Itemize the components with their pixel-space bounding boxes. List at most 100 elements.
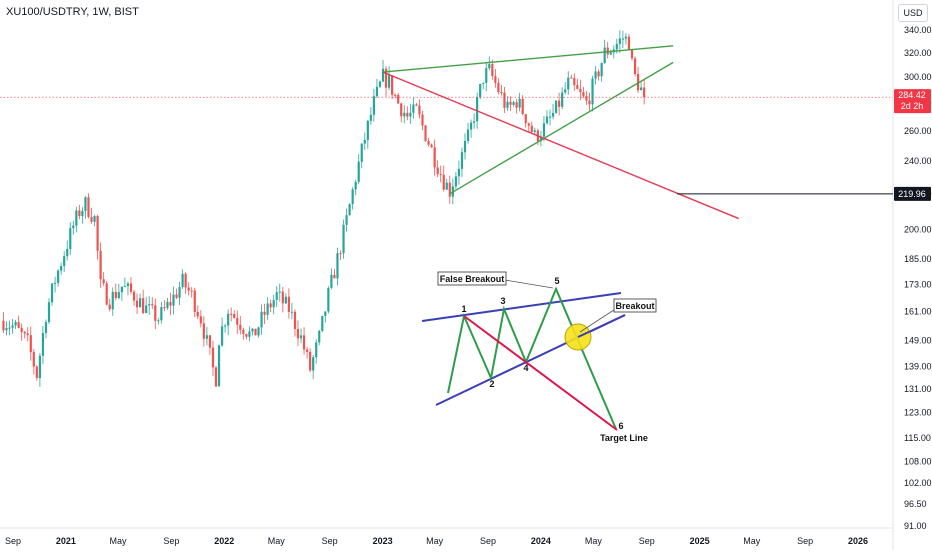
candle-body	[427, 141, 430, 145]
inset-target-line	[463, 315, 618, 431]
candle-body	[518, 98, 521, 108]
false-breakout-label: False Breakout	[440, 274, 505, 284]
price-axis[interactable]: 340.00320.00300.00280.00260.00240.00220.…	[904, 25, 932, 531]
candle-body	[515, 102, 518, 108]
candle-body	[533, 130, 536, 132]
currency-button[interactable]: USD	[898, 4, 928, 22]
candle-body	[257, 327, 260, 336]
candle-body	[47, 302, 51, 323]
candle-body	[342, 224, 345, 254]
price-tick-label: 115.00	[904, 433, 931, 443]
time-axis[interactable]: Sep 2021 May Sep 2022 May Sep 2023 May Sep 2024 May…	[5, 536, 868, 546]
candle-body	[503, 92, 506, 108]
candle-body	[530, 125, 533, 132]
candle-body	[482, 82, 485, 84]
candle-body	[479, 83, 482, 98]
candle-body	[315, 342, 318, 358]
candle-body	[579, 88, 582, 93]
candle-body	[20, 327, 23, 333]
candle-body	[75, 210, 78, 226]
candle-body	[494, 76, 497, 83]
candle-body	[512, 102, 515, 105]
candle-body	[114, 291, 117, 299]
candle-body	[50, 283, 54, 303]
candle-body	[287, 296, 290, 312]
candle-body	[251, 328, 254, 332]
candle-body	[154, 305, 157, 321]
candle-body	[436, 167, 439, 175]
candle-body	[351, 189, 354, 205]
time-tick-label: 2024	[531, 536, 551, 546]
candle-body	[597, 71, 600, 77]
price-tick-label: 185.00	[904, 254, 932, 264]
false-breakout-box	[437, 271, 507, 286]
time-tick-label: Sep	[480, 536, 496, 546]
candle-body	[564, 89, 567, 93]
candle-body	[157, 320, 160, 322]
candle-body	[339, 253, 342, 255]
candle-body	[275, 292, 278, 300]
price-tick-label: 173.00	[904, 279, 932, 289]
candle-body	[594, 71, 597, 79]
candle-body	[321, 315, 324, 331]
inset-point-4: 4	[523, 363, 528, 373]
marked-level-label: 219.96	[898, 189, 926, 199]
price-tick-label: 320.00	[904, 48, 932, 58]
time-tick-label: Sep	[163, 536, 179, 546]
breakout-box	[613, 298, 657, 313]
candle-body	[457, 168, 461, 177]
candle-body	[397, 94, 400, 104]
price-tick-label: 108.00	[904, 457, 932, 467]
candle-body	[621, 38, 624, 40]
candle-body	[211, 347, 215, 368]
candle-body	[120, 286, 123, 293]
candle-body	[336, 253, 339, 279]
candle-body	[5, 328, 8, 331]
candle-body	[369, 114, 372, 121]
candle-body	[366, 120, 369, 141]
candle-body	[391, 75, 394, 95]
candle-body	[227, 313, 230, 326]
candle-body	[172, 294, 175, 306]
candle-body	[372, 96, 376, 115]
candle-body	[633, 58, 637, 74]
candle-body	[254, 328, 257, 336]
candle-body	[29, 335, 32, 353]
candle-body	[381, 68, 385, 82]
candle-body	[488, 64, 491, 69]
symbol-title[interactable]: XU100/USDTRY, 1W, BIST	[6, 6, 139, 18]
candle-body	[208, 335, 212, 348]
candle-body	[14, 322, 17, 326]
candle-body	[8, 327, 11, 329]
candle-body	[2, 320, 5, 331]
candle-body	[72, 225, 75, 229]
candle-body	[111, 291, 114, 310]
trendline-upper-wedge[interactable]	[382, 45, 674, 73]
candle-body	[466, 129, 470, 141]
candle-body	[81, 210, 84, 217]
candle-body	[463, 140, 467, 153]
false-breakout-leader	[504, 279, 554, 289]
inset-lower-line-over	[577, 314, 626, 338]
candle-body	[126, 283, 130, 287]
candle-body	[542, 123, 546, 137]
candle-body	[485, 68, 488, 83]
candle-body	[90, 217, 93, 222]
time-tick-label: Sep	[5, 536, 21, 546]
candle-body	[269, 303, 272, 308]
time-tick-label: May	[268, 536, 286, 546]
candle-body	[582, 92, 585, 97]
time-tick-label: May	[426, 536, 444, 546]
candle-body	[284, 296, 287, 304]
trendline-lower-wedge[interactable]	[449, 61, 674, 195]
price-tick-label: 131.00	[904, 384, 932, 394]
candle-body	[199, 316, 202, 324]
candle-body	[554, 100, 558, 113]
candle-body	[460, 152, 464, 169]
current-price-badge: 284.42 2d 2h	[894, 89, 931, 114]
candle-body	[281, 291, 284, 304]
pattern-inset: False Breakout Breakout Target Line 1 2 …	[421, 271, 657, 443]
candle-body	[239, 324, 242, 330]
candle-body	[312, 357, 315, 371]
